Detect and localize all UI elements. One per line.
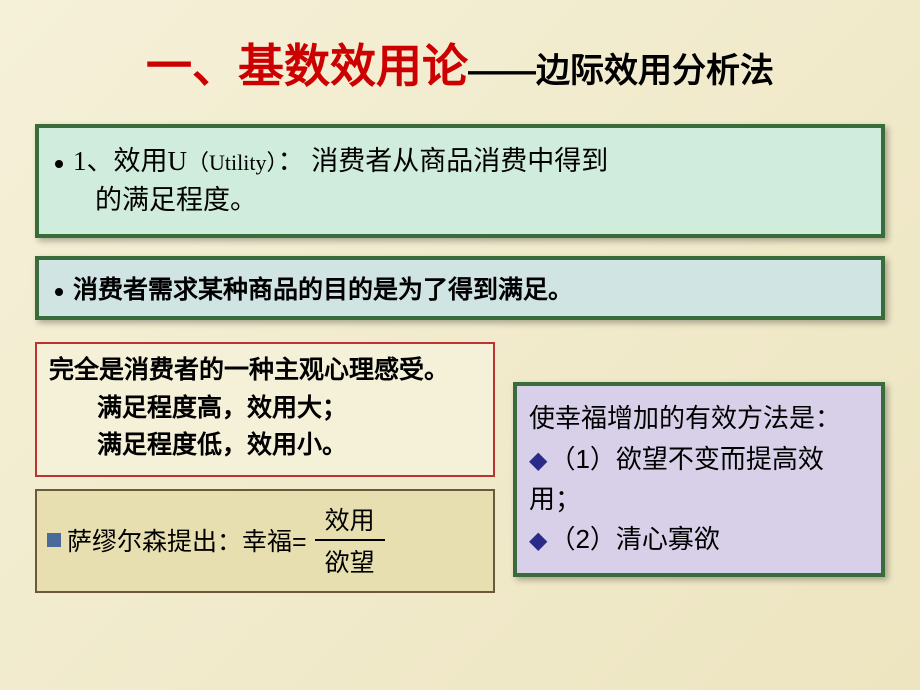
diamond-icon: ◆ (529, 527, 547, 554)
diamond-icon: ◆ (529, 447, 547, 474)
fraction-denominator: 欲望 (315, 541, 385, 579)
samuelson-text: 萨缪尔森提出：幸福= 效用 欲望 (47, 501, 481, 579)
title-dash: —— (468, 52, 536, 90)
definition-box: 1、效用U（Utility）： 消费者从商品消费中得到 的满足程度。 (35, 124, 885, 238)
title-main: 一、基数效用论 (146, 40, 468, 92)
samuelson-box: 萨缪尔森提出：幸福= 效用 欲望 (35, 489, 495, 593)
subjective-text: 完全是消费者的一种主观心理感受。 满足程度高，效用大； 满足程度低，效用小。 (49, 352, 481, 465)
bullet-icon (55, 288, 63, 296)
methods-box: 使幸福增加的有效方法是： ◆（1）欲望不变而提高效用； ◆（2）清心寡欲 (513, 382, 885, 577)
subj-line3: 满足程度低，效用小。 (49, 427, 481, 465)
def-line1-post: ： 消费者从商品消费中得到 (277, 146, 608, 176)
samuelson-prefix: 萨缪尔森提出：幸福= (67, 522, 307, 558)
happiness-fraction: 效用 欲望 (315, 501, 385, 579)
title-sub: 边际效用分析法 (536, 52, 774, 90)
purpose-box: 消费者需求某种商品的目的是为了得到满足。 (35, 256, 885, 320)
def-line2: 的满足程度。 (53, 181, 863, 220)
square-bullet-icon (47, 533, 61, 547)
method-item2: （2）清心寡欲 (549, 524, 719, 554)
definition-text: 1、效用U（Utility）： 消费者从商品消费中得到 的满足程度。 (53, 142, 863, 220)
bullet-icon (55, 160, 63, 168)
methods-text: 使幸福增加的有效方法是： ◆（1）欲望不变而提高效用； ◆（2）清心寡欲 (529, 398, 869, 559)
lower-row: 完全是消费者的一种主观心理感受。 满足程度高，效用大； 满足程度低，效用小。 萨… (35, 342, 885, 593)
method-item1: （1）欲望不变而提高效用； (529, 444, 824, 514)
slide-title: 一、基数效用论——边际效用分析法 (35, 30, 885, 96)
fraction-numerator: 效用 (315, 501, 385, 539)
def-line1-pre: 1、效用U (73, 146, 187, 176)
left-column: 完全是消费者的一种主观心理感受。 满足程度高，效用大； 满足程度低，效用小。 萨… (35, 342, 495, 593)
methods-heading: 使幸福增加的有效方法是： (529, 403, 841, 433)
purpose-text: 消费者需求某种商品的目的是为了得到满足。 (53, 270, 867, 306)
purpose-content: 消费者需求某种商品的目的是为了得到满足。 (73, 276, 573, 304)
subjective-box: 完全是消费者的一种主观心理感受。 满足程度高，效用大； 满足程度低，效用小。 (35, 342, 495, 477)
subj-line1: 完全是消费者的一种主观心理感受。 (49, 356, 449, 384)
def-line1-paren: （Utility） (187, 150, 277, 175)
subj-line2: 满足程度高，效用大； (49, 390, 481, 428)
